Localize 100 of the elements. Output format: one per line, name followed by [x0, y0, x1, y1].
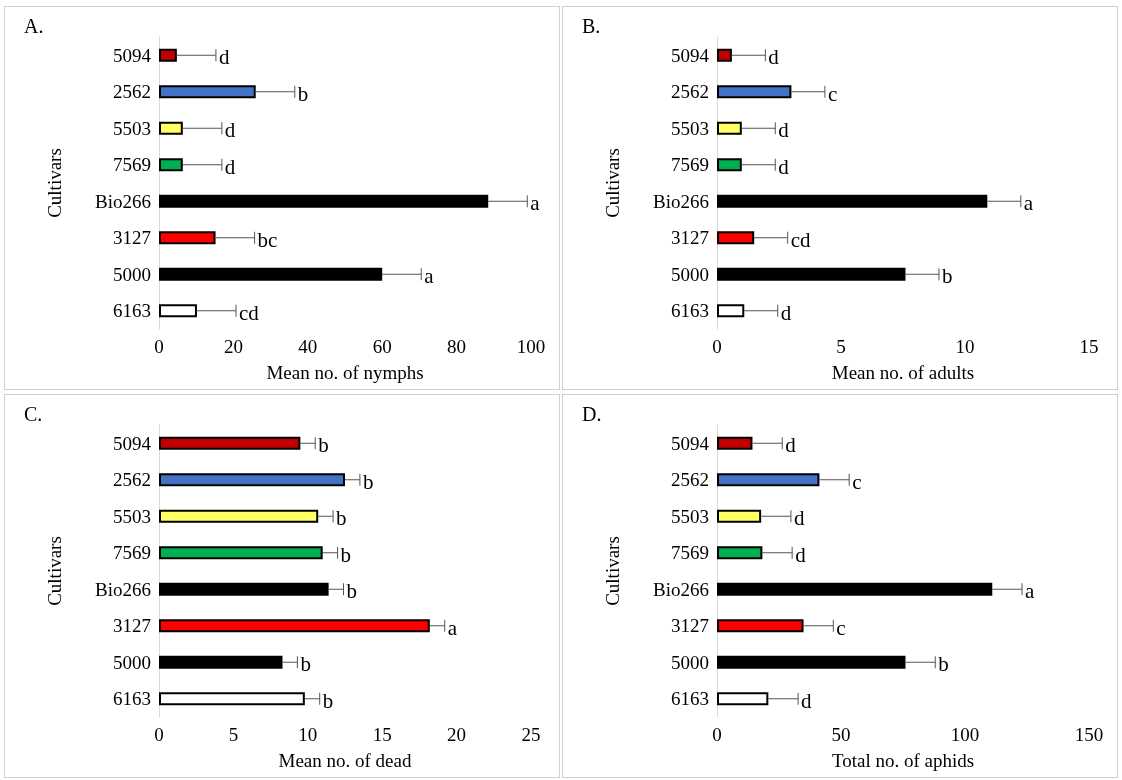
- data-label: b: [346, 579, 358, 604]
- data-label: d: [785, 433, 797, 458]
- y-tick-label: 5094: [113, 432, 152, 454]
- bar: [717, 304, 745, 318]
- x-tick-label: 20: [447, 724, 467, 745]
- y-tick-label: 2562: [113, 81, 151, 103]
- x-tick-label: 10: [298, 724, 318, 745]
- bar: [159, 692, 305, 706]
- data-label: a: [447, 615, 458, 640]
- bar: [159, 436, 301, 450]
- data-label: d: [224, 154, 236, 179]
- bar: [717, 85, 792, 99]
- y-axis-title: Cultivars: [602, 536, 623, 606]
- x-tick-label: 40: [298, 336, 318, 357]
- y-tick-label: 6163: [113, 300, 151, 322]
- data-label: b: [318, 433, 329, 458]
- x-tick-label: 50: [831, 724, 851, 745]
- data-label: c: [827, 81, 838, 106]
- data-label: b: [941, 264, 953, 289]
- bar: [159, 509, 319, 523]
- data-label: d: [224, 118, 236, 143]
- bar: [159, 158, 183, 172]
- x-tick-label: 80: [447, 336, 467, 357]
- x-tick-label: 100: [516, 336, 546, 357]
- y-tick-label: 5000: [113, 651, 151, 673]
- bar: [159, 582, 329, 596]
- y-tick-label: Bio266: [653, 578, 709, 600]
- data-label: d: [768, 45, 780, 70]
- x-axis-title: Mean no. of nymphs: [266, 362, 424, 383]
- data-label: d: [793, 506, 805, 531]
- y-tick-label: 5000: [671, 263, 709, 285]
- data-label: b: [297, 81, 309, 106]
- data-label: c: [852, 469, 862, 494]
- data-label: d: [218, 45, 230, 70]
- y-tick-label: 2562: [113, 469, 151, 491]
- x-tick-label: 0: [712, 336, 722, 357]
- y-tick-label: 2562: [671, 81, 709, 103]
- y-axis-title: Cultivars: [602, 148, 623, 218]
- bar: [717, 436, 753, 450]
- data-label: b: [322, 688, 334, 713]
- y-tick-label: 3127: [671, 615, 709, 637]
- y-tick-label: 3127: [671, 227, 709, 249]
- x-tick-label: 0: [154, 336, 164, 357]
- x-tick-label: 15: [1079, 336, 1099, 357]
- bar: [717, 158, 742, 172]
- y-tick-label: 5000: [113, 263, 151, 285]
- y-tick-label: 5503: [113, 505, 151, 527]
- bar: [159, 267, 383, 281]
- y-axis-title: Cultivars: [44, 536, 65, 606]
- y-tick-label: Bio266: [653, 190, 709, 212]
- chart-title: C.: [24, 403, 43, 425]
- x-tick-label: 10: [955, 336, 975, 357]
- bar: [717, 582, 993, 596]
- bar: [159, 473, 345, 487]
- data-label: bc: [257, 227, 278, 252]
- y-tick-label: 5503: [671, 117, 709, 139]
- y-tick-label: Bio266: [95, 190, 151, 212]
- bar: [159, 655, 283, 669]
- bar: [159, 121, 183, 135]
- y-tick-label: 7569: [671, 154, 709, 176]
- x-tick-label: 5: [836, 336, 846, 357]
- chart-title: A.: [24, 15, 44, 37]
- bar: [159, 194, 489, 208]
- chart-title: B.: [582, 15, 601, 37]
- y-tick-label: 5503: [113, 117, 151, 139]
- data-label: b: [362, 469, 374, 494]
- x-tick-label: 20: [223, 336, 243, 357]
- y-tick-label: 6163: [671, 688, 709, 710]
- bar: [717, 231, 755, 245]
- y-tick-label: 7569: [113, 154, 151, 176]
- y-tick-label: 6163: [113, 688, 151, 710]
- bar: [717, 267, 906, 281]
- bar: [717, 194, 988, 208]
- bar: [159, 546, 323, 560]
- x-axis-title: Mean no. of dead: [278, 750, 412, 771]
- data-label: a: [424, 264, 435, 289]
- y-tick-label: Bio266: [95, 578, 151, 600]
- data-label: d: [778, 118, 790, 143]
- y-tick-label: 7569: [671, 542, 709, 564]
- data-label: d: [780, 300, 792, 325]
- bar: [159, 304, 197, 318]
- y-tick-label: 3127: [113, 615, 151, 637]
- bar: [717, 655, 906, 669]
- bar: [717, 473, 820, 487]
- bar: [717, 509, 762, 523]
- bar: [159, 619, 430, 633]
- y-tick-label: 5000: [671, 651, 709, 673]
- x-tick-label: 150: [1074, 724, 1104, 745]
- x-tick-label: 100: [950, 724, 980, 745]
- data-label: b: [300, 652, 311, 677]
- data-label: d: [801, 688, 813, 713]
- bar: [717, 121, 742, 135]
- bar: [159, 48, 177, 62]
- y-tick-label: 5094: [671, 44, 710, 66]
- data-label: a: [1023, 191, 1034, 216]
- x-tick-label: 5: [228, 724, 239, 745]
- data-label: d: [778, 154, 790, 179]
- bar: [717, 48, 732, 62]
- data-label: cd: [790, 227, 811, 252]
- x-tick-label: 0: [154, 724, 164, 745]
